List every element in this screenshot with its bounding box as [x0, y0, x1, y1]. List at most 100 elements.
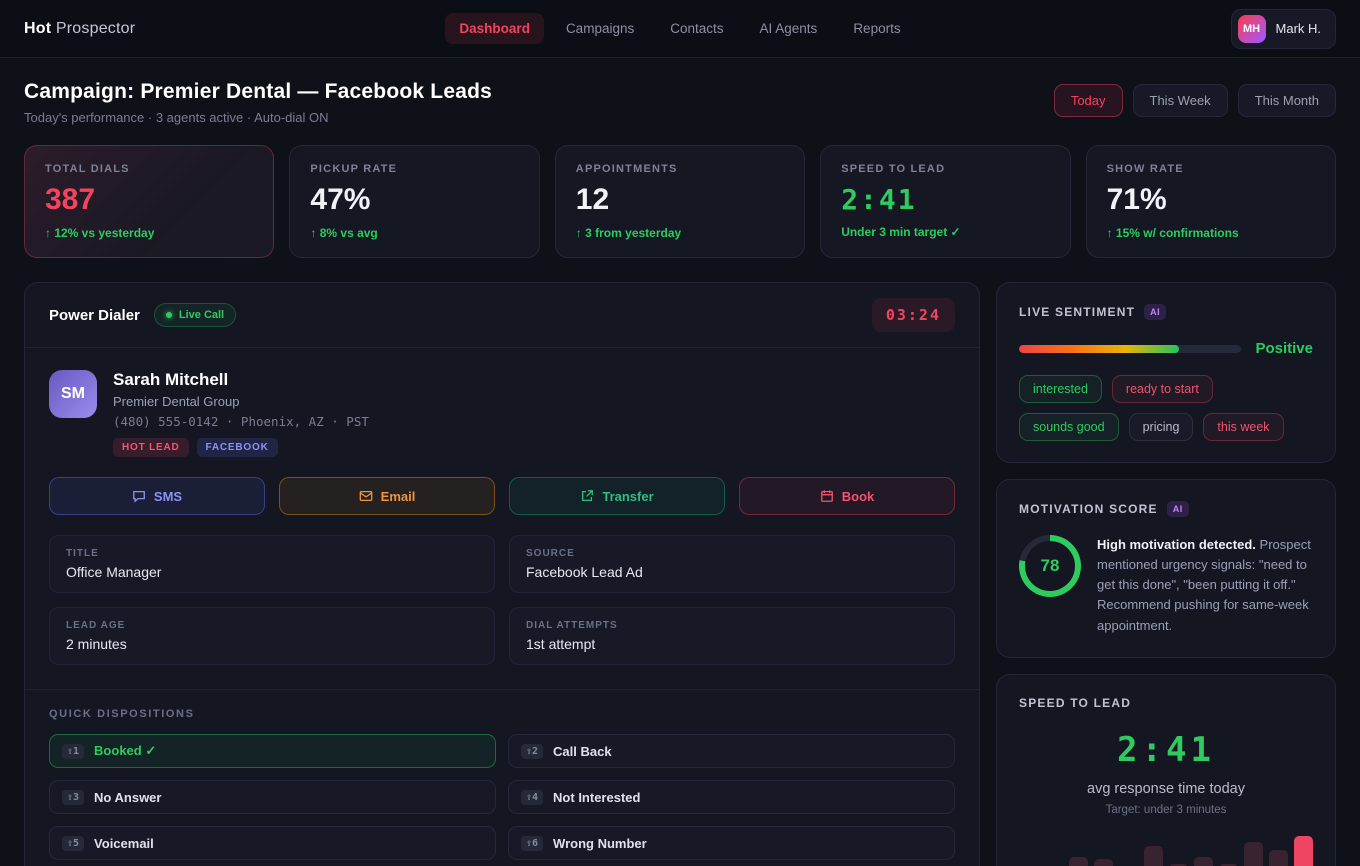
motivation-body: 78 High motivation detected. Prospect me…	[1019, 535, 1313, 636]
user-menu[interactable]: MH Mark H.	[1230, 8, 1337, 49]
motivation-score-panel: MOTIVATION SCORE AI 78 High motivation d…	[996, 479, 1336, 658]
stat-delta: Under 3 min target ✓	[841, 225, 961, 239]
dispositions-title: QUICK DISPOSITIONS	[49, 708, 195, 720]
sentiment-fill	[1019, 344, 1180, 353]
sms-label: SMS	[153, 488, 183, 504]
call-actions: SMS Email Transfer Book	[49, 477, 955, 515]
contact-tags: HOT LEAD FACEBOOK	[113, 438, 369, 457]
mini-bar	[1294, 835, 1313, 866]
contact-info: Sarah Mitchell Premier Dental Group (480…	[113, 370, 369, 457]
right-column: LIVE SENTIMENT AI Positive interested re…	[996, 282, 1336, 866]
filter-today[interactable]: Today	[1053, 84, 1123, 117]
stat-card-total-dials: TOTAL DIALS 387 ↑ 12% vs yesterday	[24, 145, 275, 258]
nav-item-reports[interactable]: Reports	[839, 13, 914, 44]
stat-delta: ↑ 12% vs yesterday	[45, 226, 155, 240]
disposition-wrong-number[interactable]: ⇧6 Wrong Number	[508, 826, 955, 860]
dispositions-grid: ⇧1 Booked ✓ ⇧2 Call Back ⇧3 No Answer ⇧4…	[49, 734, 955, 860]
top-nav: Hot Prospector Dashboard Campaigns Conta…	[0, 0, 1360, 58]
field-value: Office Manager	[66, 564, 162, 580]
book-button[interactable]: Book	[739, 477, 955, 515]
mini-bar	[1169, 863, 1188, 866]
shortcut-badge: ⇧6	[521, 835, 544, 851]
speed-title: SPEED TO LEAD	[1019, 695, 1132, 710]
page-head-text: Campaign: Premier Dental — Facebook Lead…	[24, 80, 492, 125]
contact-name: Sarah Mitchell	[113, 370, 229, 389]
mini-bar	[1269, 849, 1288, 866]
stat-delta: ↑ 3 from yesterday	[575, 226, 682, 240]
contact-card: SM Sarah Mitchell Premier Dental Group (…	[49, 370, 955, 457]
ai-badge: AI	[1144, 304, 1167, 320]
calendar-icon	[820, 490, 833, 502]
sentiment-tag: interested	[1019, 375, 1102, 403]
stat-value: 387	[45, 183, 96, 216]
stat-value: 2:41	[841, 183, 917, 216]
motivation-lead: High motivation detected.	[1097, 537, 1256, 552]
field-value: 1st attempt	[526, 636, 596, 652]
sentiment-header: LIVE SENTIMENT AI	[1019, 304, 1313, 320]
stat-value: 71%	[1106, 183, 1167, 216]
stat-label: SHOW RATE	[1106, 163, 1184, 175]
contact-company: Premier Dental Group	[113, 394, 240, 409]
nav-right: MH Mark H.	[915, 8, 1337, 49]
field-title: TITLE Office Manager	[49, 535, 495, 593]
chat-icon	[133, 490, 145, 503]
motivation-text: High motivation detected. Prospect menti…	[1097, 535, 1313, 636]
page-content: Campaign: Premier Dental — Facebook Lead…	[0, 58, 1360, 866]
transfer-label: Transfer	[602, 488, 654, 504]
disposition-not-interested[interactable]: ⇧4 Not Interested	[508, 780, 955, 814]
nav-item-campaigns[interactable]: Campaigns	[552, 13, 648, 44]
disposition-label: Booked ✓	[94, 743, 157, 758]
stat-card-show-rate: SHOW RATE 71% ↑ 15% w/ confirmations	[1085, 145, 1336, 258]
dialer-title: Power Dialer	[49, 306, 140, 324]
live-call-label: Live Call	[178, 309, 225, 321]
field-label: LEAD AGE	[66, 620, 126, 631]
disposition-label: Not Interested	[553, 789, 641, 805]
speed-bar-chart	[1019, 835, 1313, 866]
book-label: Book	[841, 488, 875, 504]
mini-bar	[1094, 859, 1113, 866]
mini-bar	[1244, 842, 1263, 866]
sentiment-tag: ready to start	[1111, 375, 1213, 403]
nav-item-dashboard[interactable]: Dashboard	[445, 13, 544, 44]
field-label: TITLE	[66, 548, 99, 559]
motivation-ring: 78	[1019, 535, 1081, 597]
stat-label: TOTAL DIALS	[45, 163, 130, 175]
field-lead-age: LEAD AGE 2 minutes	[49, 607, 495, 665]
brand-rest: Prospector	[51, 19, 136, 37]
speed-caption: avg response time today	[1087, 780, 1245, 797]
stat-card-pickup-rate: PICKUP RATE 47% ↑ 8% vs avg	[289, 145, 540, 258]
disposition-call-back[interactable]: ⇧2 Call Back	[508, 734, 955, 768]
page-subtitle: Today's performance · 3 agents active · …	[24, 110, 329, 125]
stat-label: SPEED TO LEAD	[841, 163, 946, 175]
mini-bar	[1219, 863, 1238, 866]
disposition-booked[interactable]: ⇧1 Booked ✓	[49, 734, 496, 768]
motivation-score: 78	[1040, 556, 1060, 575]
field-value: 2 minutes	[66, 636, 127, 652]
motivation-detail: Prospect mentioned urgency signals: "nee…	[1097, 537, 1311, 633]
mini-bar	[1194, 856, 1213, 866]
stat-delta: ↑ 15% w/ confirmations	[1106, 226, 1239, 240]
motivation-header: MOTIVATION SCORE AI	[1019, 501, 1313, 517]
shortcut-badge: ⇧3	[62, 789, 85, 805]
field-value: Facebook Lead Ad	[526, 564, 643, 580]
field-source: SOURCE Facebook Lead Ad	[509, 535, 955, 593]
email-button[interactable]: Email	[279, 477, 495, 515]
sentiment-track	[1019, 344, 1242, 353]
live-call-badge: Live Call	[153, 303, 237, 327]
disposition-voicemail[interactable]: ⇧5 Voicemail	[49, 826, 496, 860]
contact-meta: (480) 555-0142 · Phoenix, AZ · PST	[113, 414, 369, 429]
sms-button[interactable]: SMS	[49, 477, 265, 515]
field-dial-attempts: DIAL ATTEMPTS 1st attempt	[509, 607, 955, 665]
nav-item-ai-agents[interactable]: AI Agents	[746, 13, 832, 44]
brand-logo[interactable]: Hot Prospector	[24, 20, 445, 38]
nav-item-contacts[interactable]: Contacts	[656, 13, 737, 44]
disposition-no-answer[interactable]: ⇧3 No Answer	[49, 780, 496, 814]
field-label: SOURCE	[526, 548, 575, 559]
user-name: Mark H.	[1275, 21, 1322, 36]
filter-this-month[interactable]: This Month	[1237, 84, 1336, 117]
transfer-button[interactable]: Transfer	[509, 477, 725, 515]
disposition-label: No Answer	[94, 789, 162, 805]
filter-this-week[interactable]: This Week	[1132, 84, 1228, 117]
field-label: DIAL ATTEMPTS	[526, 620, 618, 631]
time-filters: Today This Week This Month	[1053, 84, 1336, 117]
